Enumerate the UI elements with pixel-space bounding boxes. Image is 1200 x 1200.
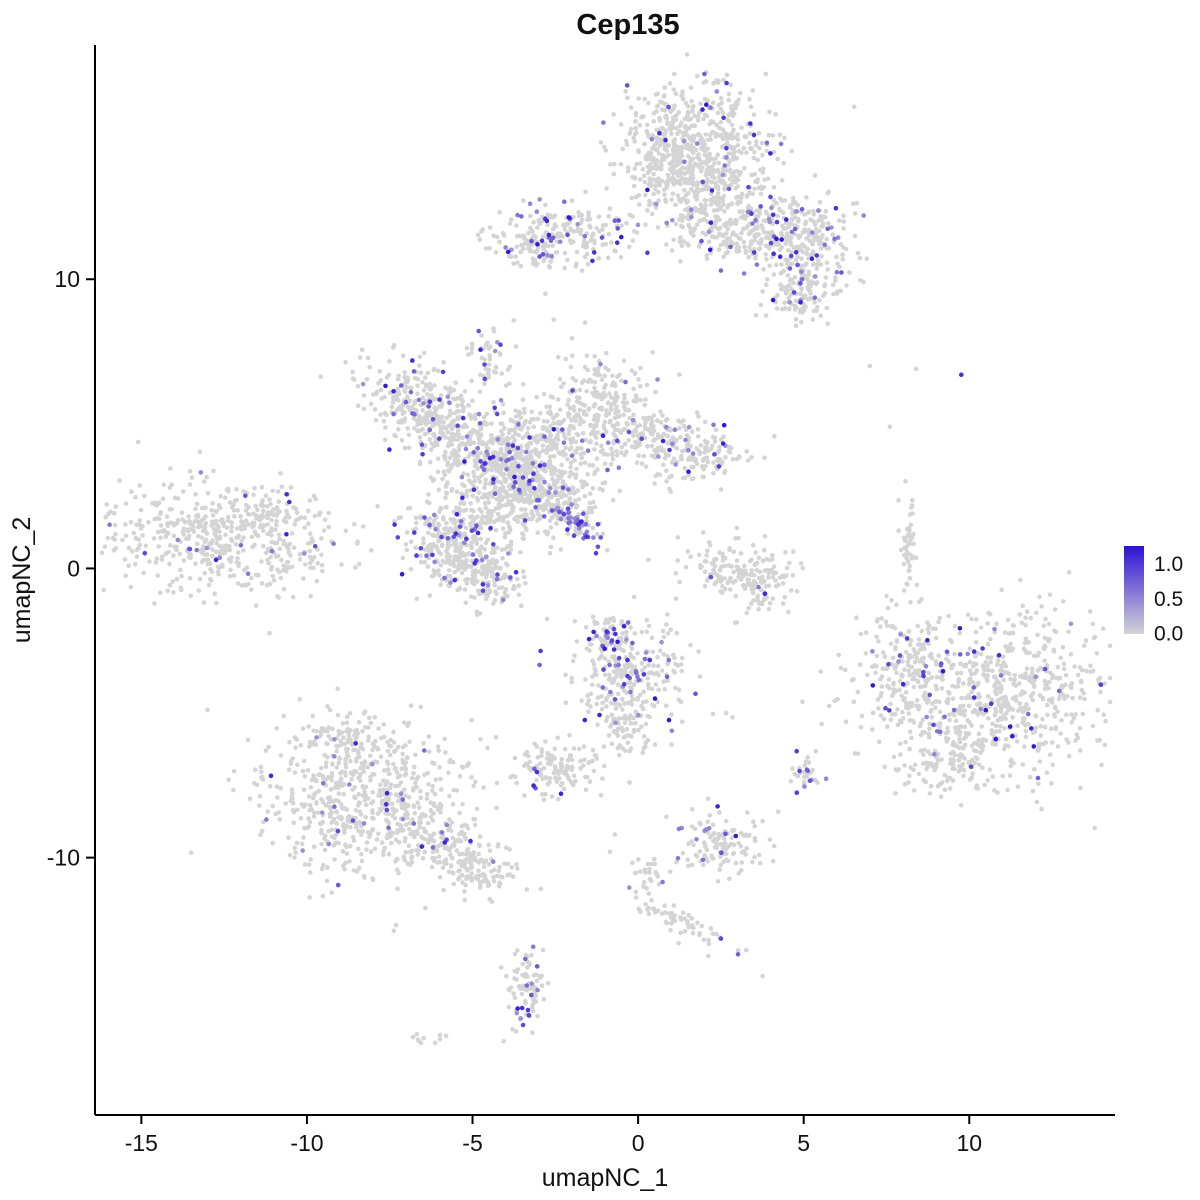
legend-gradient-bar xyxy=(1124,546,1144,634)
chart-title: Cep135 xyxy=(576,9,679,41)
x-tick-label: -15 xyxy=(125,1130,158,1156)
x-tick-label: 5 xyxy=(797,1130,810,1156)
x-tick-label: 10 xyxy=(956,1130,982,1156)
legend-tick-labels: 1.0 0.5 0.0 xyxy=(1154,553,1183,645)
scatter-points-expressing xyxy=(284,121,1002,1011)
scatter-points-expressing xyxy=(187,83,1048,998)
x-tick-label: 0 xyxy=(632,1130,645,1156)
scatter-points-expressing xyxy=(383,102,1037,839)
x-tick-label: -5 xyxy=(462,1130,482,1156)
y-tick-label: -10 xyxy=(47,845,80,871)
ticks-layer: -15 -10 -5 0 5 10 -10 0 10 xyxy=(47,266,982,1156)
axes-layer: -15 -10 -5 0 5 10 -10 0 10 xyxy=(47,45,1115,1156)
scatter-points-zero-expression xyxy=(99,52,1113,1046)
scatter-points-expressing xyxy=(142,184,974,1028)
y-tick-label: 10 xyxy=(54,266,80,292)
scatter-points-expressing xyxy=(204,138,1074,1021)
y-tick-label: 0 xyxy=(67,555,80,581)
x-axis-label: umapNC_1 xyxy=(542,1164,668,1192)
legend-colorbar: 1.0 0.5 0.0 xyxy=(1124,546,1183,646)
legend-tick-label: 0.0 xyxy=(1154,623,1183,646)
legend-tick-label: 1.0 xyxy=(1154,553,1183,576)
legend-tick-label: 0.5 xyxy=(1154,588,1183,611)
y-axis-label: umapNC_2 xyxy=(8,517,36,643)
x-tick-label: -10 xyxy=(290,1130,323,1156)
points-layer xyxy=(99,52,1113,1046)
